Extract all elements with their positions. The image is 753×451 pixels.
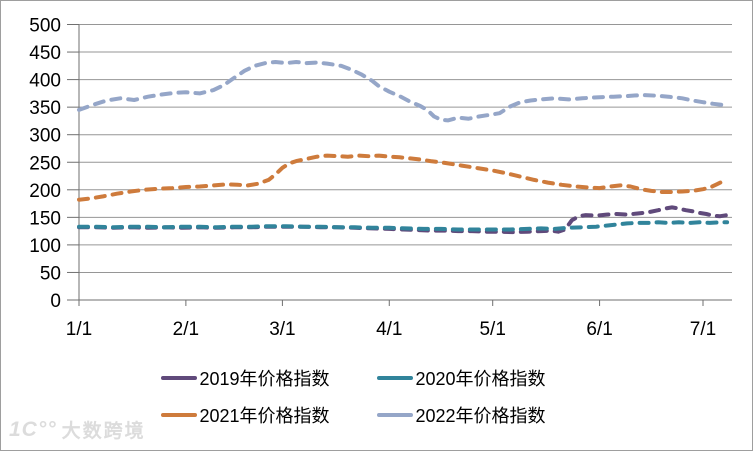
- legend-marker: [376, 376, 413, 380]
- legend-item-2021: 2021年价格指数: [160, 402, 377, 428]
- x-tick-label: 5/1: [479, 319, 505, 340]
- y-tick-label: 150: [29, 208, 61, 229]
- watermark: 1C°° 大数跨境: [9, 416, 146, 443]
- y-tick-label: 250: [29, 153, 61, 174]
- legend-label: 2022年价格指数: [415, 406, 546, 426]
- legend-marker: [160, 413, 197, 417]
- legend-label: 2020年价格指数: [415, 369, 546, 389]
- legend-item-2019: 2019年价格指数: [160, 365, 377, 391]
- x-tick-label: 6/1: [586, 319, 612, 340]
- x-tick-label: 4/1: [376, 319, 402, 340]
- series-line-2019: [77, 205, 730, 235]
- legend-marker: [160, 376, 197, 380]
- x-tick-label: 1/1: [66, 319, 92, 340]
- legend-marker: [376, 413, 413, 417]
- chart-legend: 2019年价格指数 2020年价格指数 2021年价格指数 2022年价格指数: [1, 365, 752, 428]
- y-tick-label: 300: [29, 126, 61, 147]
- legend-item-2022: 2022年价格指数: [376, 402, 593, 428]
- x-tick-label: 7/1: [690, 319, 716, 340]
- legend-row: 2019年价格指数 2020年价格指数: [160, 365, 593, 391]
- y-tick-label: 350: [29, 98, 61, 119]
- x-tick-label: 2/1: [173, 319, 199, 340]
- watermark-logo-icon: 1C°°: [9, 417, 57, 441]
- y-tick-label: 0: [50, 291, 61, 312]
- y-tick-label: 450: [29, 43, 61, 64]
- series-line-2022: [77, 60, 730, 123]
- legend-item-2020: 2020年价格指数: [376, 365, 593, 391]
- y-tick-label: 200: [29, 181, 61, 202]
- legend-label: 2021年价格指数: [199, 406, 330, 426]
- y-tick-label: 50: [40, 263, 61, 284]
- legend-label: 2019年价格指数: [199, 369, 330, 389]
- y-tick-label: 500: [29, 16, 61, 37]
- legend-row: 2021年价格指数 2022年价格指数: [160, 402, 593, 428]
- series-line-2021: [77, 153, 730, 202]
- y-tick-label: 400: [29, 71, 61, 92]
- watermark-brand: 大数跨境: [61, 421, 146, 442]
- x-tick-label: 3/1: [269, 319, 295, 340]
- series-line-2020: [77, 220, 730, 232]
- price-index-chart: 0 50 100 150 200 250 300 350 400 450 500 1/1 2/1 3/1 4…: [29, 16, 732, 340]
- y-tick-label: 100: [29, 236, 61, 257]
